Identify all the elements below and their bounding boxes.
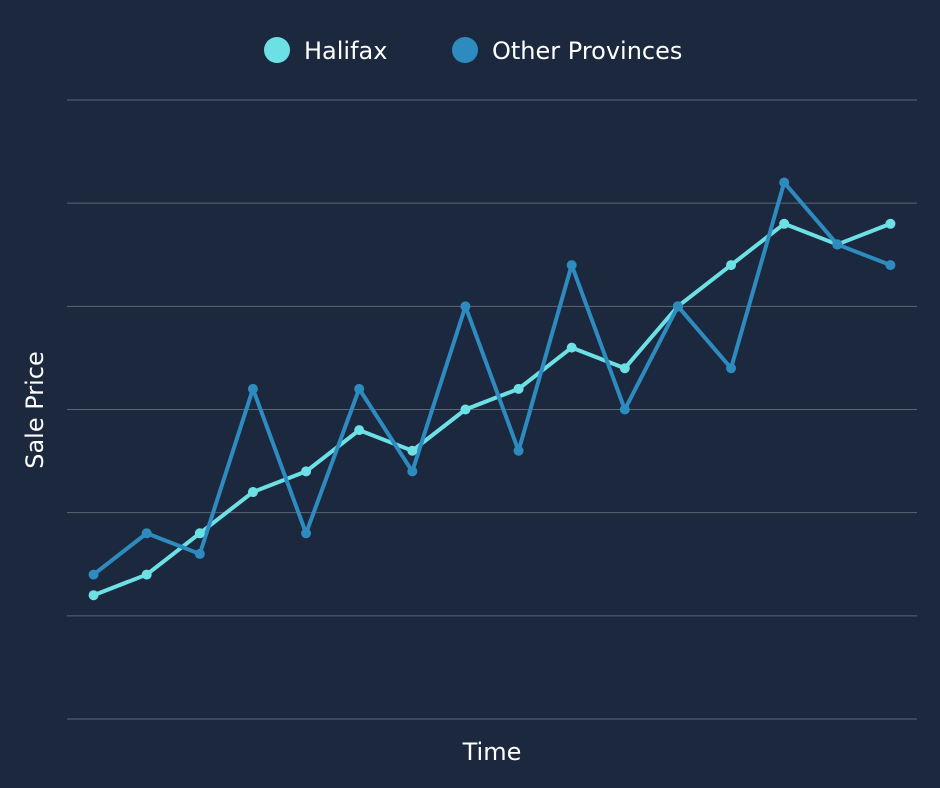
data-point [141,528,152,539]
data-point [247,383,258,394]
data-point [832,239,843,250]
data-point [885,260,896,271]
data-point [619,404,630,415]
data-point [672,301,683,312]
data-point [566,260,577,271]
data-point [619,363,630,374]
data-point [726,260,737,271]
data-point [194,548,205,559]
y-axis-label: Sale Price [21,351,49,469]
data-point [88,569,99,580]
data-point [885,218,896,229]
data-point [460,301,471,312]
data-point [513,383,524,394]
data-point [407,445,418,456]
series-line [92,221,892,598]
data-point [407,466,418,477]
legend-label: Other Provinces [492,37,682,65]
legend-marker [452,37,478,63]
data-point [88,590,99,601]
data-point [460,404,471,415]
data-point [566,342,577,353]
data-point [301,466,312,477]
data-point [779,218,790,229]
data-point [779,177,790,188]
data-point [194,528,205,539]
x-axis-label: Time [462,738,522,766]
legend-marker [264,37,290,63]
data-point [141,569,152,580]
data-point [726,363,737,374]
data-point [247,487,258,498]
data-point [513,445,524,456]
series-line [92,180,892,577]
data-point [354,383,365,394]
data-point [301,528,312,539]
data-point [354,425,365,436]
legend-label: Halifax [304,37,387,65]
